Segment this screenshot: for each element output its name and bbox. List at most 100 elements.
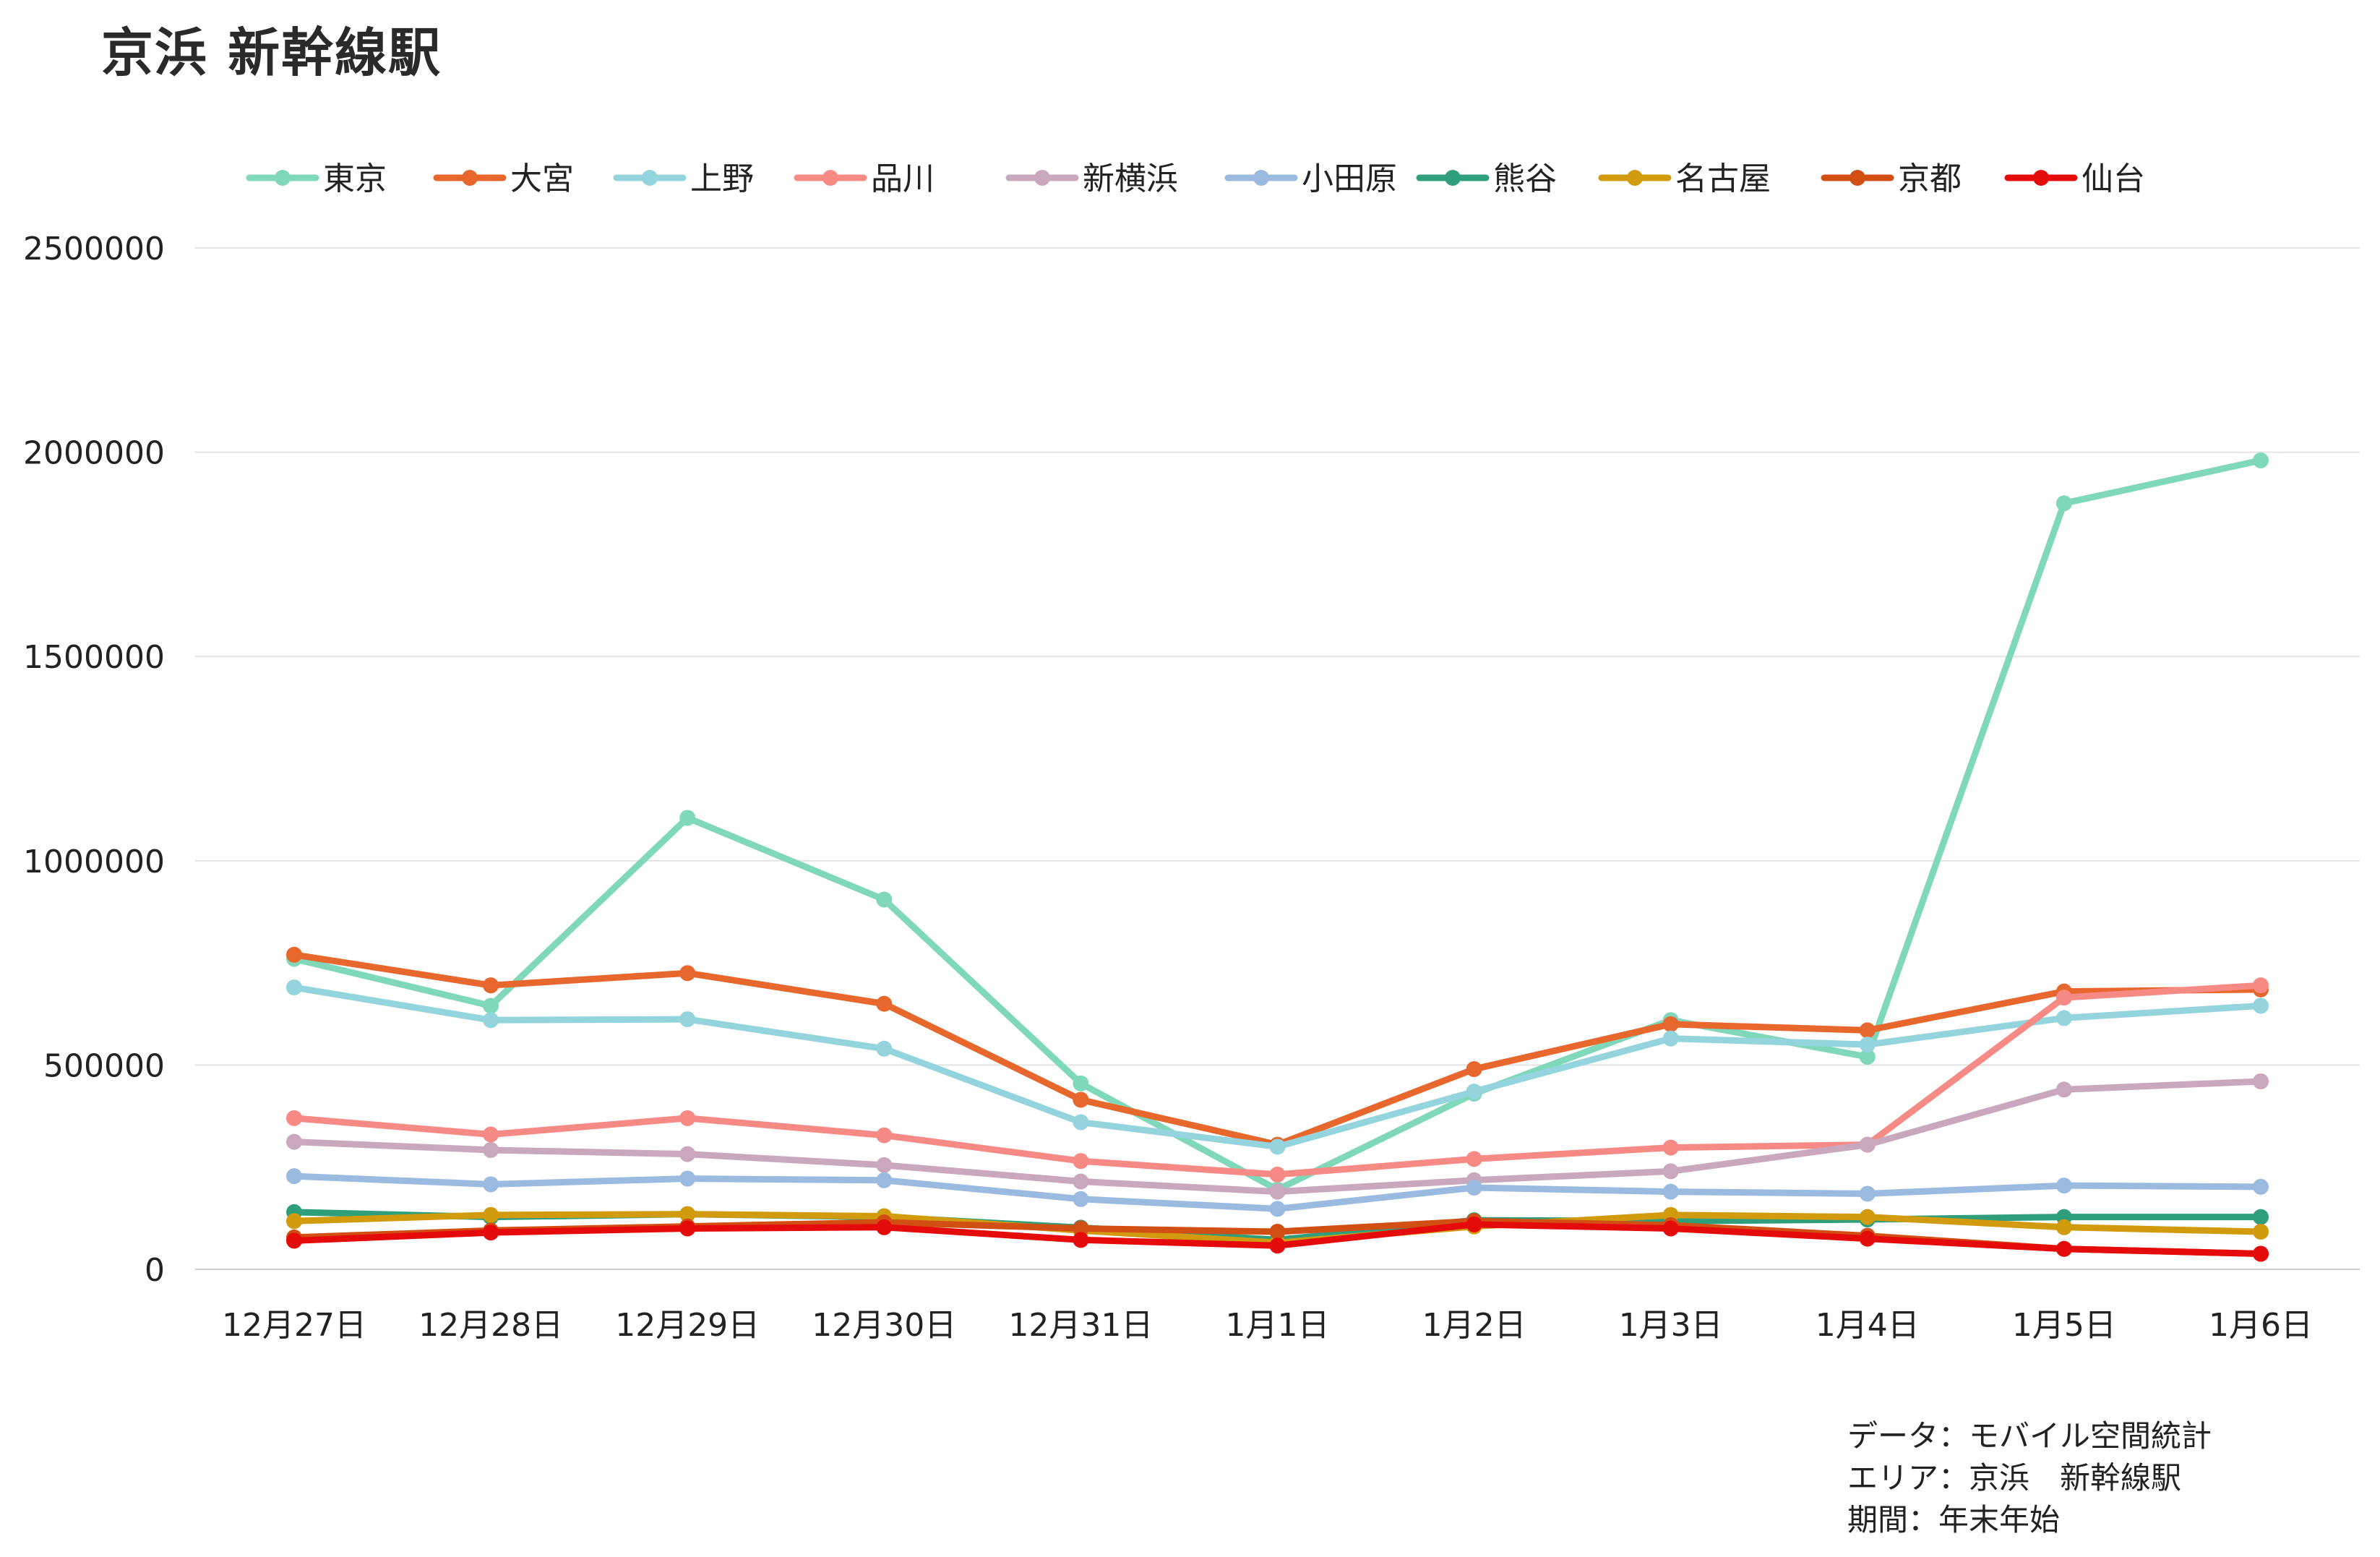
legend-item-4: 品川 <box>794 160 935 197</box>
legend-label: 上野 <box>690 160 754 197</box>
legend-item-10: 仙台 <box>2004 160 2145 197</box>
series-2 <box>286 946 2269 1153</box>
data-point <box>679 810 696 826</box>
data-point <box>1073 1114 1089 1131</box>
legend-marker <box>1034 170 1050 186</box>
data-point <box>2055 1219 2072 1235</box>
legend-label: 東京 <box>323 160 387 197</box>
data-point <box>876 1172 893 1188</box>
data-point <box>1466 1084 1482 1100</box>
data-point <box>2253 452 2269 468</box>
data-point <box>876 1219 893 1235</box>
y-tick-label: 2000000 <box>23 435 165 472</box>
data-point <box>1662 1139 1679 1156</box>
legend-label: 品川 <box>871 160 935 197</box>
source-note: データ：モバイル空間統計 エリア：京浜 新幹線駅 期間：年末年始 <box>1847 1415 2212 1541</box>
data-point <box>2253 1245 2269 1262</box>
data-point <box>1662 1183 1679 1200</box>
y-tick-label: 2500000 <box>23 231 165 267</box>
data-point <box>1269 1201 1286 1217</box>
x-tick-label: 12月27日 <box>222 1307 366 1344</box>
data-point <box>1859 1230 1876 1247</box>
data-point <box>1859 1022 1876 1039</box>
source-note-area: エリア：京浜 新幹線駅 <box>1847 1460 2182 1496</box>
x-tick-label: 12月28日 <box>418 1307 563 1344</box>
data-point <box>2253 1209 2269 1225</box>
data-point <box>876 995 893 1012</box>
x-tick-label: 1月1日 <box>1226 1307 1330 1344</box>
legend-marker <box>1850 170 1865 186</box>
y-tick-label: 500000 <box>43 1047 165 1084</box>
data-point <box>679 1110 696 1126</box>
legend-marker <box>2033 170 2049 186</box>
source-note-period: 期間：年末年始 <box>1847 1502 2061 1537</box>
legend-item-2: 大宮 <box>433 160 574 197</box>
data-point <box>483 1012 499 1029</box>
legend-marker <box>1627 170 1643 186</box>
data-point <box>1073 1075 1089 1091</box>
x-tick-label: 1月4日 <box>1816 1307 1920 1344</box>
x-tick-label: 1月2日 <box>1422 1307 1526 1344</box>
x-tick-label: 1月5日 <box>2012 1307 2116 1344</box>
data-point <box>1466 1179 1482 1196</box>
legend-item-5: 新横浜 <box>1005 160 1178 197</box>
data-point <box>286 1110 302 1126</box>
data-point <box>679 1220 696 1237</box>
grid-lines <box>195 247 2360 1270</box>
data-point <box>2055 990 2072 1006</box>
data-point <box>286 1133 302 1150</box>
data-point <box>2253 1224 2269 1240</box>
data-point <box>679 965 696 982</box>
x-tick-label: 1月6日 <box>2209 1307 2313 1344</box>
data-point <box>483 1176 499 1193</box>
x-axis-tick-labels: 12月27日 12月28日 12月29日 12月30日 12月31日 1月1日 1月2日 1月… <box>222 1307 2313 1344</box>
data-point <box>1859 1037 1876 1053</box>
data-point <box>1662 1220 1679 1237</box>
series-3 <box>286 979 2269 1155</box>
data-point <box>483 1224 499 1241</box>
data-point <box>679 1146 696 1162</box>
data-point <box>483 977 499 994</box>
legend-marker <box>822 170 838 186</box>
series-4 <box>286 977 2269 1183</box>
data-point <box>1073 1232 1089 1248</box>
data-point <box>679 1170 696 1187</box>
data-point <box>1466 1061 1482 1078</box>
data-point <box>2253 998 2269 1014</box>
data-point <box>483 1141 499 1158</box>
data-point <box>286 1168 302 1185</box>
legend-item-8: 名古屋 <box>1598 160 1771 197</box>
data-point <box>1662 1163 1679 1180</box>
data-point <box>286 946 302 963</box>
data-point <box>2055 1178 2072 1194</box>
data-point <box>1466 1216 1482 1232</box>
data-point <box>1859 1209 1876 1225</box>
data-point <box>2055 495 2072 512</box>
x-tick-label: 12月30日 <box>812 1307 956 1344</box>
data-point <box>2253 977 2269 994</box>
data-point <box>1073 1191 1089 1207</box>
data-point <box>1073 1173 1089 1190</box>
series-lines <box>286 452 2269 1262</box>
data-point <box>876 1040 893 1057</box>
legend-item-6: 小田原 <box>1224 160 1397 197</box>
series-10 <box>286 1216 2269 1262</box>
data-point <box>2055 1240 2072 1257</box>
chart-title: 京浜 新幹線駅 <box>101 22 442 83</box>
series-6 <box>286 1168 2269 1217</box>
data-point <box>1662 1016 1679 1032</box>
data-point <box>1269 1238 1286 1254</box>
data-point <box>286 1213 302 1230</box>
legend-label: 熊谷 <box>1493 160 1557 197</box>
data-point <box>1269 1166 1286 1183</box>
legend-marker <box>462 170 478 186</box>
data-point <box>2055 1010 2072 1026</box>
data-point <box>679 1206 696 1222</box>
data-point <box>2253 1178 2269 1195</box>
data-point <box>483 1206 499 1223</box>
data-point <box>483 1126 499 1143</box>
series-line <box>291 457 2264 1193</box>
legend-item-9: 京都 <box>1821 160 1962 197</box>
data-point <box>876 1127 893 1144</box>
data-point <box>876 1157 893 1173</box>
